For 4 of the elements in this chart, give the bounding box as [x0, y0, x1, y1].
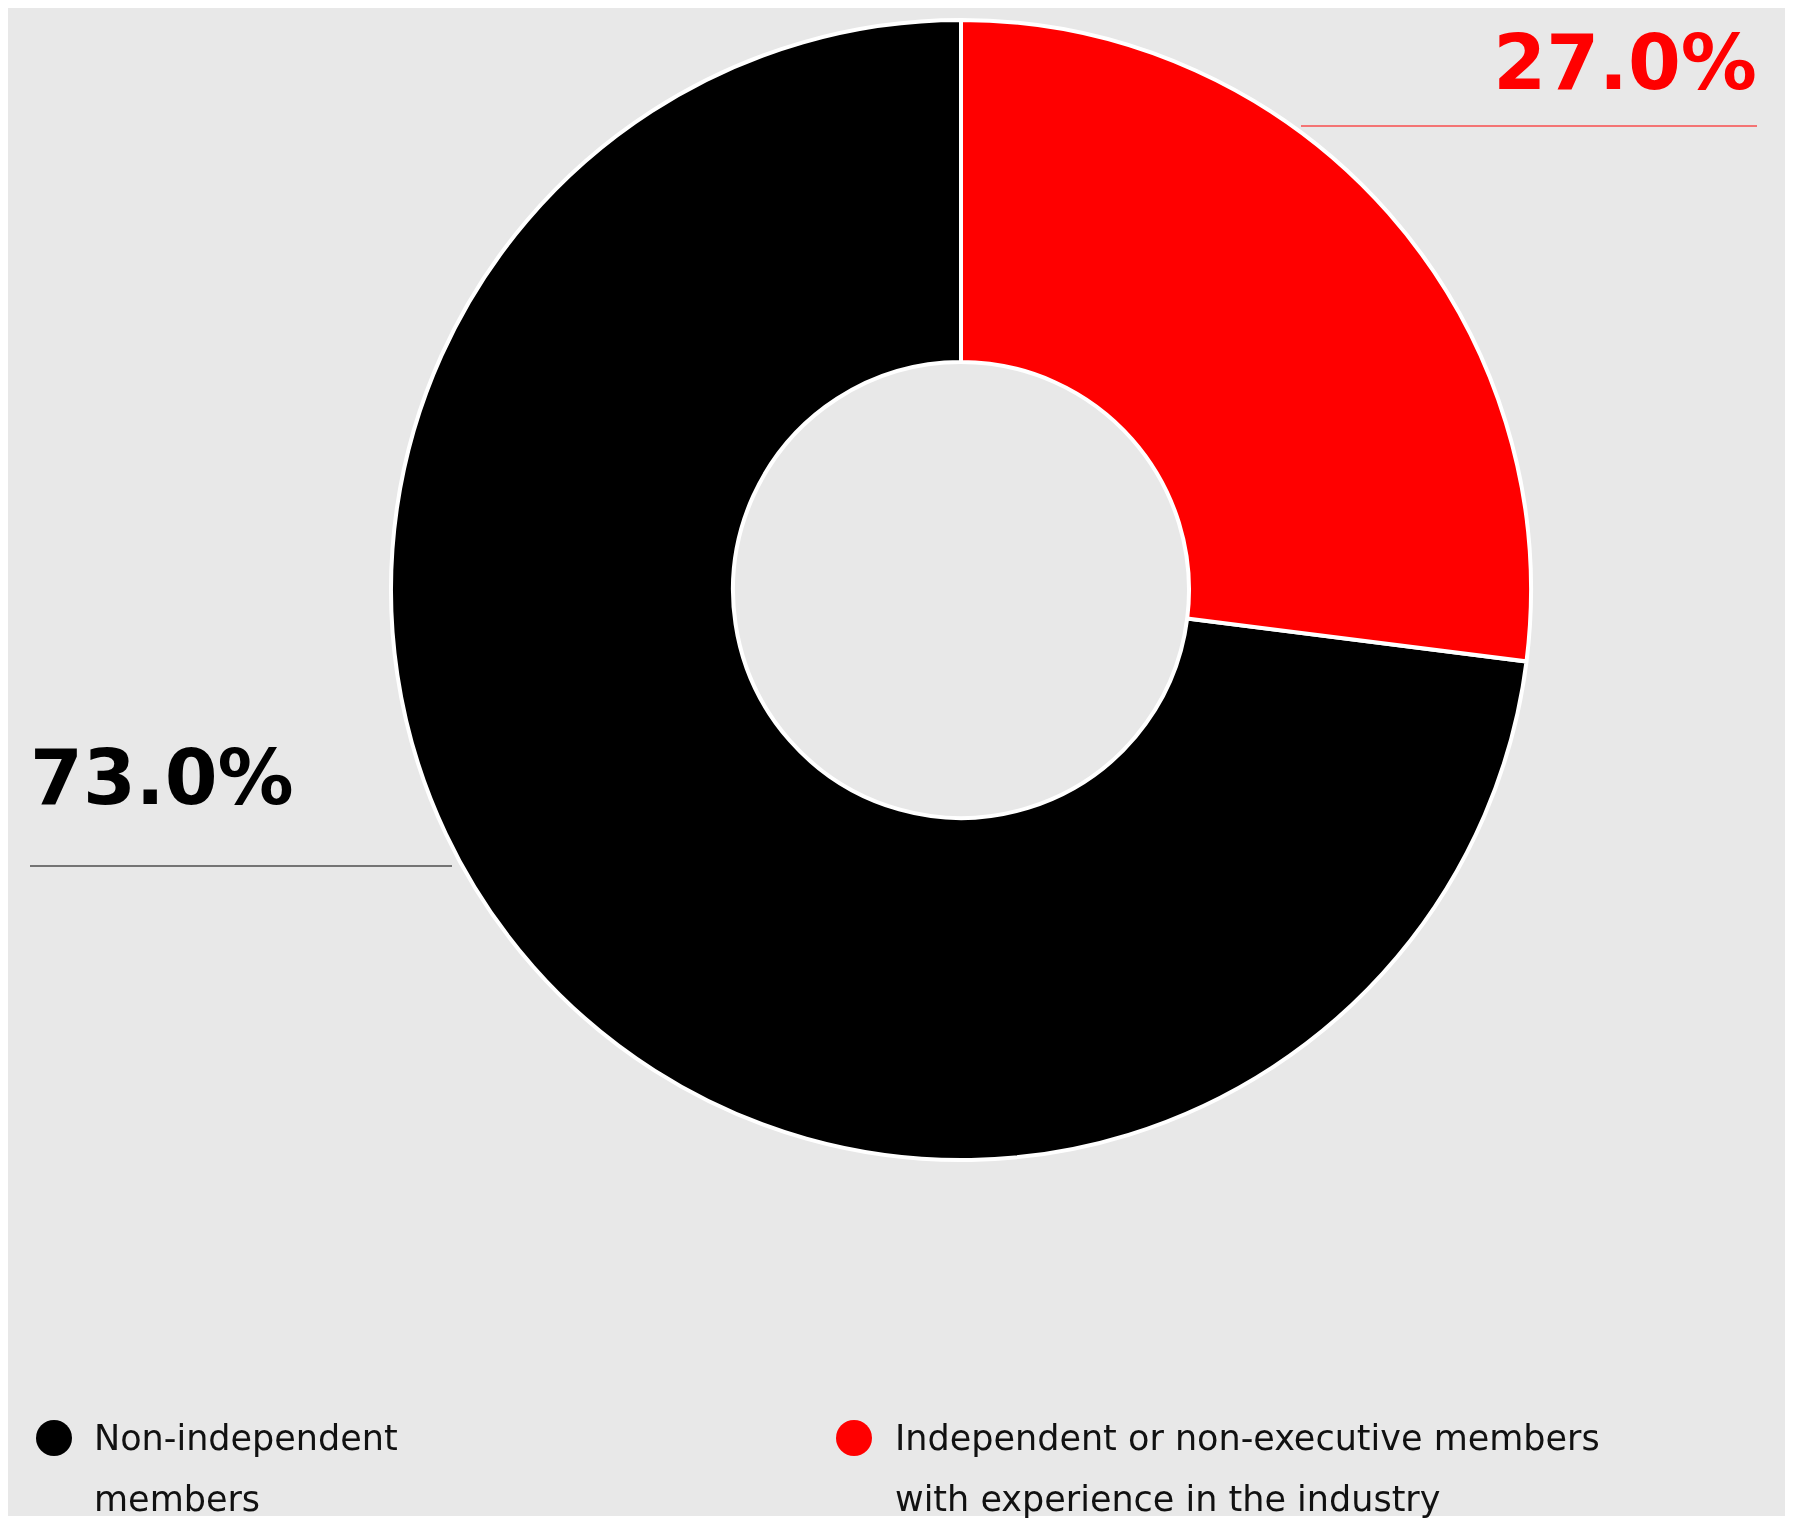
legend-label: Independent or non-executive members with experience in the industry: [895, 1417, 1601, 1521]
data-label: 73.0%: [30, 733, 294, 822]
legend-label: Non-independent members: [94, 1417, 399, 1521]
data-label: 27.0%: [1493, 18, 1757, 107]
